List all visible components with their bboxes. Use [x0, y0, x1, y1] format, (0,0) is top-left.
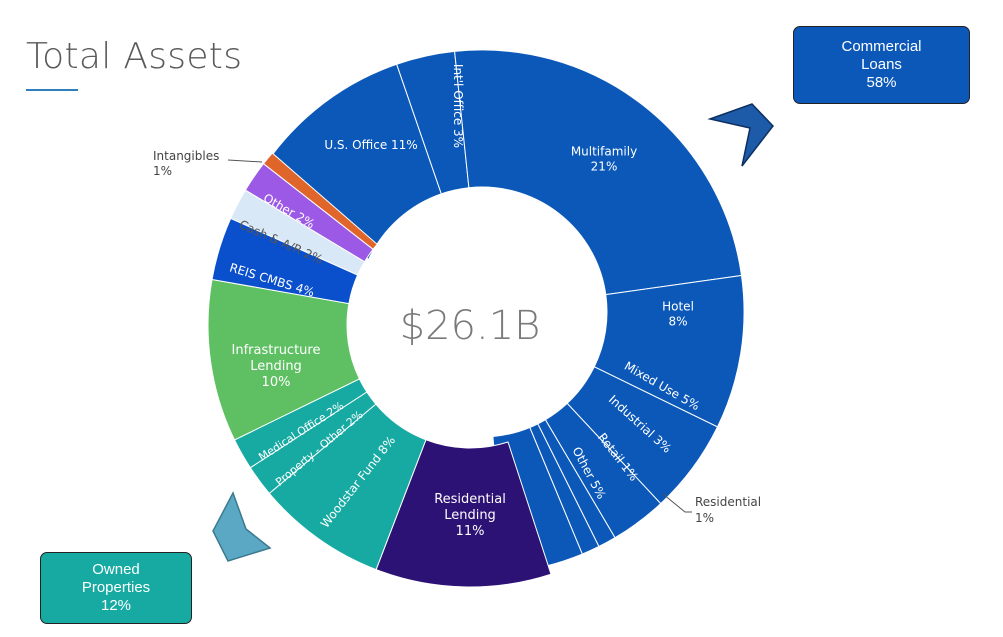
callout-line: Owned	[92, 561, 140, 578]
callout-line: Properties	[81, 579, 151, 596]
title-underline	[26, 89, 78, 91]
center-total-label: $26.1B	[400, 303, 541, 349]
residential-lending-label: Residential Lending 11%	[434, 492, 506, 539]
infrastructure-lending-label: Infrastructure Lending 10%	[232, 343, 321, 390]
slice-intangibles	[262, 152, 378, 251]
intangibles-leader-line	[227, 159, 263, 163]
intl-office-label: Int'l Office 3%	[451, 64, 465, 148]
multifamily-label: Multifamily 21%	[571, 145, 637, 174]
page-title: Total Assets	[26, 36, 243, 77]
hotel-label: Hotel 8%	[662, 300, 694, 329]
owned-properties-callout: Owned Properties 12%	[40, 552, 192, 624]
residential-leader-line	[662, 493, 692, 513]
owned-arrow-icon	[212, 491, 272, 562]
residential-outside-label: Residential 1%	[695, 495, 765, 525]
commercial-arrow-icon	[707, 103, 774, 167]
callout-percent: 58%	[866, 74, 897, 91]
commercial-loans-callout: Commercial Loans 58%	[793, 26, 970, 104]
callout-percent: 12%	[100, 597, 132, 614]
callout-line: Loans	[861, 56, 902, 73]
us-office-label: U.S. Office 11%	[324, 138, 417, 152]
other-assets-group	[207, 152, 552, 588]
slice-multifamily	[454, 49, 743, 296]
intangibles-label: Intangibles 1%	[153, 149, 223, 178]
callout-line: Commercial	[841, 38, 922, 55]
